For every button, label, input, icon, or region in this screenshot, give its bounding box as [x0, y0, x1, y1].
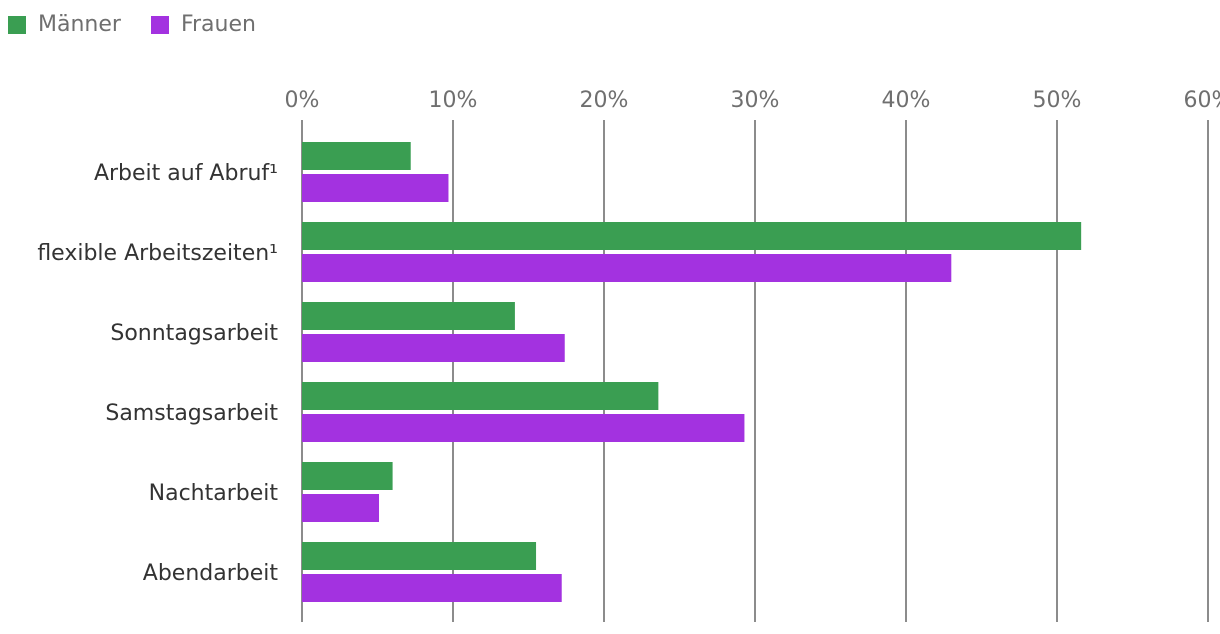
category-label: flexible Arbeitszeiten¹: [37, 241, 278, 266]
x-tick-label: 20%: [580, 88, 629, 113]
bar-frauen[interactable]: [302, 254, 952, 282]
category-label: Arbeit auf Abruf¹: [94, 161, 278, 186]
legend-item-maenner[interactable]: Männer: [8, 12, 121, 37]
x-tick-label: 40%: [882, 88, 931, 113]
x-tick-label: 30%: [731, 88, 780, 113]
legend-swatch-frauen: [150, 15, 169, 34]
category-label: Sonntagsarbeit: [110, 321, 278, 346]
bar-maenner[interactable]: [302, 302, 515, 330]
legend: Männer Frauen: [8, 12, 256, 37]
x-tick-label: 60%: [1184, 88, 1220, 113]
bar-maenner[interactable]: [302, 382, 659, 410]
legend-label-maenner: Männer: [38, 12, 121, 37]
bar-frauen[interactable]: [302, 174, 449, 202]
bar-maenner[interactable]: [302, 222, 1082, 250]
x-tick-label: 50%: [1033, 88, 1082, 113]
bar-maenner[interactable]: [302, 542, 537, 570]
x-tick-label: 10%: [429, 88, 478, 113]
legend-swatch-maenner: [8, 15, 26, 34]
bar-frauen[interactable]: [302, 574, 562, 602]
legend-item-frauen[interactable]: Frauen: [150, 12, 256, 37]
category-label: Samstagsarbeit: [105, 401, 278, 426]
category-label: Nachtarbeit: [149, 481, 279, 506]
bar-frauen[interactable]: [302, 494, 380, 522]
bar-frauen[interactable]: [302, 414, 745, 442]
legend-label-frauen: Frauen: [180, 12, 256, 37]
bar-maenner[interactable]: [302, 462, 393, 490]
category-label: Abendarbeit: [143, 561, 279, 586]
x-tick-label: 0%: [285, 88, 320, 113]
bar-maenner[interactable]: [302, 142, 411, 170]
bar-frauen[interactable]: [302, 334, 565, 362]
